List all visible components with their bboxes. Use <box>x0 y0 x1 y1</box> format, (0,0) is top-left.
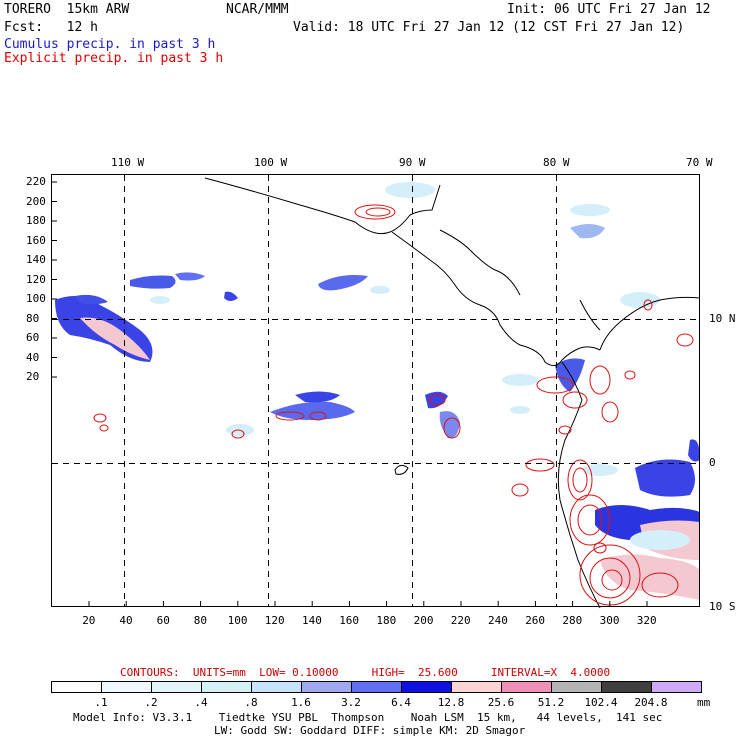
lon-label-100w: 100 W <box>254 156 288 169</box>
legend-swatch <box>151 681 202 693</box>
x-tick-label: 80 <box>193 614 208 627</box>
legend-swatch <box>201 681 252 693</box>
legend-swatch <box>501 681 552 693</box>
center-name: NCAR/MMM <box>226 2 289 17</box>
legend-label: .4 <box>194 696 208 709</box>
legend-label: 25.6 <box>487 696 515 709</box>
legend-unit: mm <box>697 696 711 709</box>
y-tick-label: 120 <box>26 272 46 286</box>
graticule <box>52 175 699 606</box>
legend-swatch <box>601 681 652 693</box>
legend-swatch <box>101 681 152 693</box>
legend-label: 12.8 <box>437 696 465 709</box>
y-tick-label: 160 <box>26 233 46 247</box>
model-info: Model Info: V3.3.1 Tiedtke YSU PBL Thomp… <box>73 711 663 724</box>
x-tick-label: 100 <box>227 614 248 627</box>
legend-swatch <box>401 681 452 693</box>
x-tick-label: 180 <box>376 614 397 627</box>
init-time: Init: 06 UTC Fri 27 Jan 12 <box>507 2 711 17</box>
lon-label-110w: 110 W <box>111 156 145 169</box>
y-tick-label: 100 <box>26 292 46 305</box>
x-tick-label: 320 <box>636 614 657 627</box>
y-tick-label: 40 <box>26 350 40 364</box>
contours-info: CONTOURS: UNITS=mm LOW= 0.10000 HIGH= 25… <box>120 666 611 679</box>
y-tick-label: 140 <box>26 253 46 266</box>
y-tick-label: 20 <box>26 370 40 383</box>
cumulus-label: Cumulus precip. in past 3 h <box>4 37 216 52</box>
y-tick-label: 200 <box>26 194 46 208</box>
y-tick-label: 220 <box>26 175 46 188</box>
explicit-label: Explicit precip. in past 3 h <box>4 51 224 66</box>
x-tick-label: 160 <box>339 614 360 627</box>
coastlines <box>204 177 701 609</box>
x-tick-label: 20 <box>82 614 96 627</box>
lon-label-80w: 80 W <box>543 156 570 169</box>
legend-label: 3.2 <box>341 696 361 709</box>
legend-swatch <box>451 681 502 693</box>
legend-swatch <box>651 681 702 693</box>
cumulus-shading <box>55 224 700 600</box>
legend-swatch <box>251 681 302 693</box>
legend-label: .2 <box>144 696 158 709</box>
x-tick-label: 260 <box>525 614 546 627</box>
legend-swatch <box>551 681 602 693</box>
legend-swatch <box>51 681 102 693</box>
lat-label-0: 0 <box>709 456 716 469</box>
forecast-hour: Fcst: 12 h <box>4 20 98 35</box>
map-frame <box>51 174 700 607</box>
legend-label: 51.2 <box>537 696 565 709</box>
x-tick-label: 140 <box>302 614 322 627</box>
x-tick-label: 120 <box>264 614 285 627</box>
legend-label: 102.4 <box>584 696 618 709</box>
x-tick-label: 220 <box>450 614 471 627</box>
y-tick-label: 180 <box>26 214 46 227</box>
legend-label: 6.4 <box>391 696 411 709</box>
valid-time: Valid: 18 UTC Fri 27 Jan 12 (12 CST Fri … <box>293 20 685 35</box>
lon-label-90w: 90 W <box>399 156 426 169</box>
axis-ticks <box>52 181 648 606</box>
legend-label: .8 <box>244 696 258 709</box>
model-info-physics: LW: Godd SW: Goddard DIFF: simple KM: 2D… <box>214 724 526 737</box>
y-tick-label: 80 <box>26 311 40 325</box>
legend-label: 1.6 <box>291 696 311 709</box>
y-tick-label: 60 <box>26 331 40 344</box>
lon-label-70w: 70 W <box>686 156 713 169</box>
lat-label-10n: 10 N <box>709 312 736 325</box>
x-tick-label: 60 <box>156 614 170 627</box>
legend-label: .1 <box>94 696 108 709</box>
x-tick-label: 240 <box>488 614 508 627</box>
x-tick-label: 200 <box>413 614 434 627</box>
x-tick-label: 300 <box>599 614 620 627</box>
legend-label: 204.8 <box>634 696 668 709</box>
model-name: TORERO 15km ARW <box>4 2 130 17</box>
lat-label-10s: 10 S <box>709 600 736 613</box>
legend-swatch <box>351 681 402 693</box>
x-tick-label: 280 <box>562 614 583 627</box>
light-precip-shading <box>150 182 690 550</box>
explicit-contours <box>93 204 694 606</box>
legend-swatch <box>301 681 352 693</box>
x-tick-label: 40 <box>119 614 133 627</box>
